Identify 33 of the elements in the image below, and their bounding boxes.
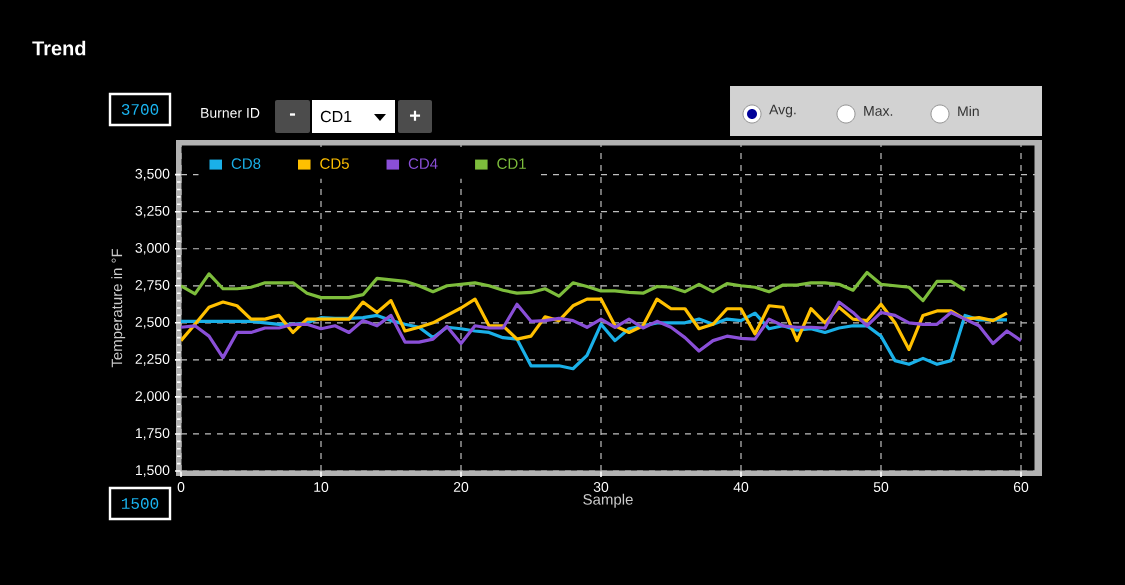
y-axis-title: Temperature in °F bbox=[111, 248, 126, 368]
text: Max. bbox=[864, 106, 893, 116]
text: Burner ID bbox=[201, 108, 260, 118]
y-tick-label: 1,500 bbox=[135, 465, 170, 477]
text: 1500 bbox=[121, 498, 159, 509]
x-tick-label: 60 bbox=[1013, 482, 1029, 492]
x-tick-label: 40 bbox=[733, 482, 749, 492]
y-tick-label: 2,750 bbox=[135, 280, 170, 292]
legend-label: CD5 bbox=[320, 158, 349, 169]
text: Avg. bbox=[769, 104, 796, 118]
y-tick-label: 2,250 bbox=[135, 354, 170, 366]
text: Min bbox=[958, 105, 979, 117]
y-tick-label: 3,500 bbox=[135, 168, 170, 181]
text: + bbox=[410, 110, 421, 121]
y-tick-label: 1,750 bbox=[135, 428, 170, 440]
y-tick-label: 3,000 bbox=[135, 242, 170, 255]
x-tick-label: 10 bbox=[314, 482, 329, 492]
x-tick-label: 20 bbox=[453, 482, 469, 492]
chart-title: Trend bbox=[32, 40, 86, 56]
y-tick-label: 2,000 bbox=[135, 391, 170, 403]
x-axis-title: Sample bbox=[583, 493, 633, 508]
text: 3700 bbox=[121, 104, 159, 115]
y-tick-label: 2,500 bbox=[135, 317, 170, 329]
line-series bbox=[181, 300, 1023, 360]
legend-label: CD8 bbox=[231, 158, 261, 169]
x-tick-label: 0 bbox=[177, 482, 185, 492]
legend-label: CD1 bbox=[497, 158, 526, 169]
text: - bbox=[289, 113, 296, 116]
y-tick-label: 3,250 bbox=[135, 205, 170, 218]
text: CD1 bbox=[320, 110, 352, 123]
x-tick-label: 50 bbox=[873, 482, 889, 492]
legend-label: CD4 bbox=[408, 158, 438, 169]
x-tick-label: 30 bbox=[593, 482, 609, 492]
